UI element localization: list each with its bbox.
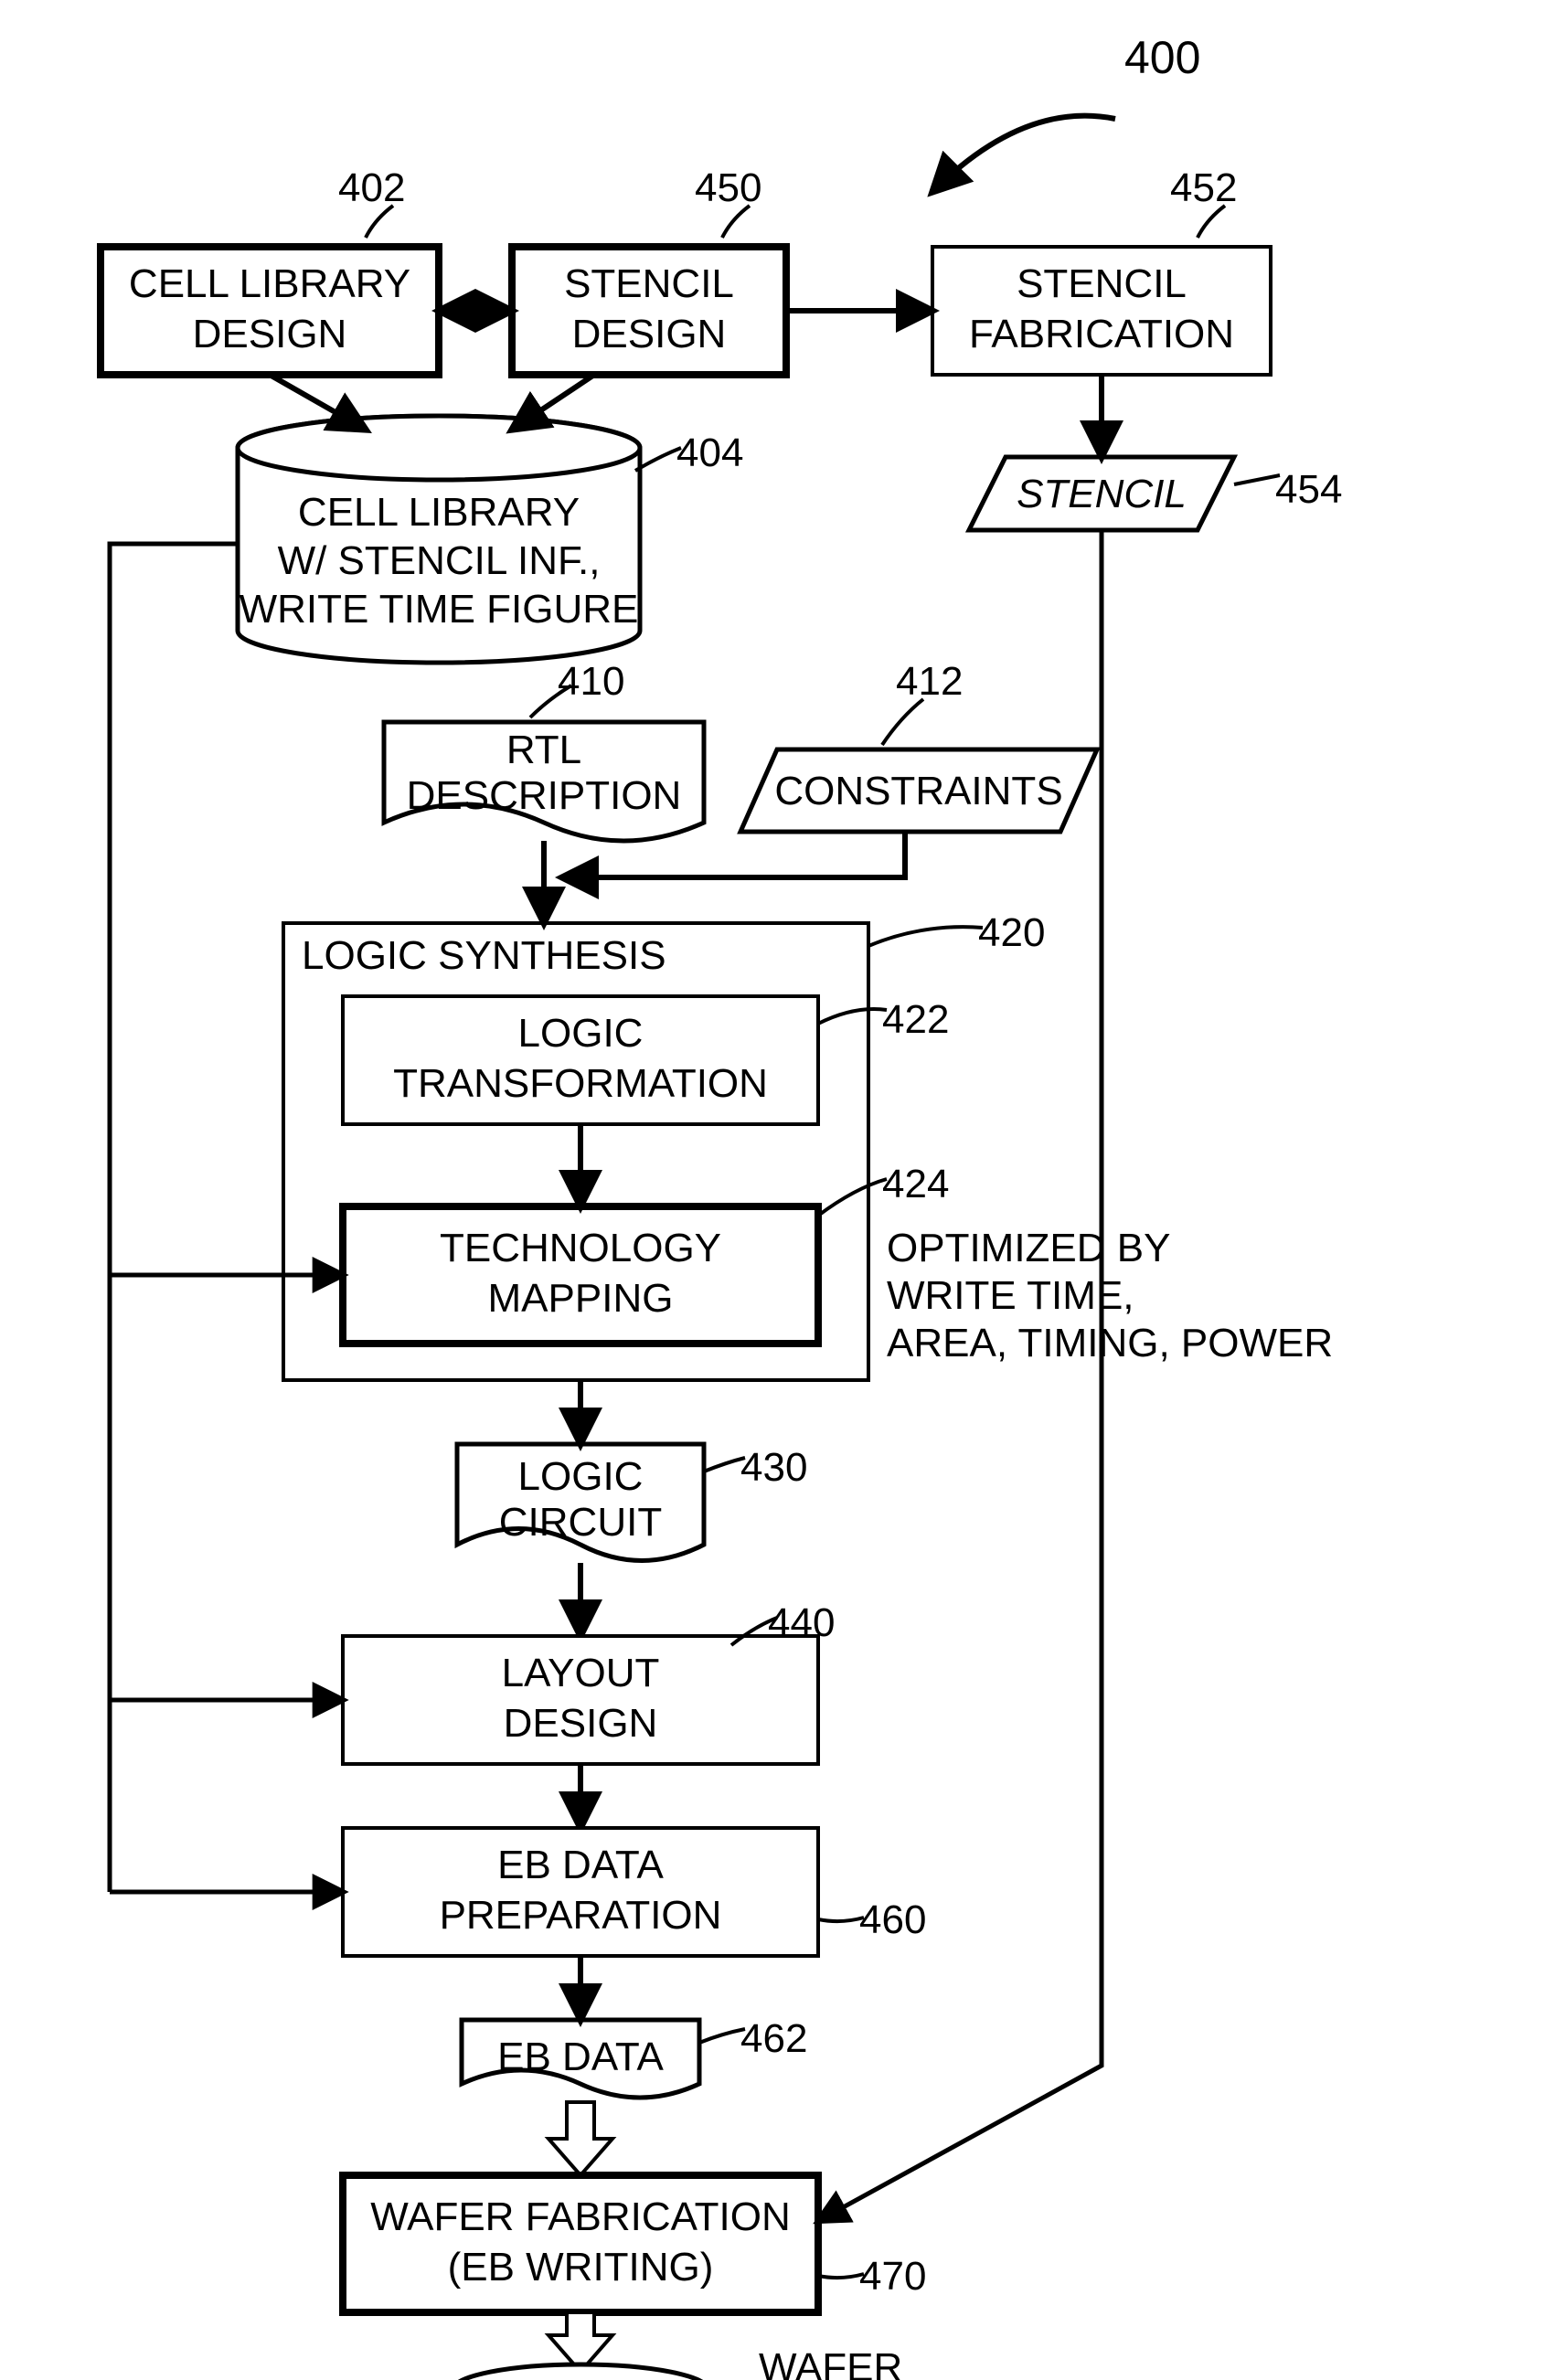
curve-400: [932, 116, 1115, 192]
side-note-l3: AREA, TIMING, POWER: [887, 1321, 1333, 1365]
technology-mapping-l1: TECHNOLOGY: [440, 1226, 721, 1270]
wafer-l1: WAFER: [759, 2345, 902, 2380]
eb-data-prep-l2: PREPARATION: [440, 1893, 722, 1938]
eb-data-prep-l1: EB DATA: [497, 1843, 664, 1887]
ref-450: 450: [695, 165, 761, 210]
stencil-data-l1: STENCIL: [1017, 472, 1187, 516]
rtl-l1: RTL: [506, 728, 581, 772]
ref-452: 452: [1170, 165, 1237, 210]
logic-transformation-l2: TRANSFORMATION: [393, 1061, 768, 1106]
cell-library-design-l2: DESIGN: [193, 312, 347, 356]
tick-412: [882, 699, 923, 745]
stencil-design-l1: STENCIL: [564, 261, 734, 306]
ref-404: 404: [676, 430, 743, 475]
ref-424: 424: [882, 1162, 949, 1206]
tick-452: [1198, 206, 1225, 238]
tick-422: [818, 1009, 887, 1024]
wafer-fab-l2: (EB WRITING): [448, 2245, 714, 2290]
cell-library-db-l2: W/ STENCIL INF.,: [278, 538, 601, 583]
tick-462: [699, 2029, 745, 2043]
ref-422: 422: [882, 997, 949, 1042]
layout-design-l2: DESIGN: [504, 1701, 658, 1746]
stencil-design-l2: DESIGN: [572, 312, 727, 356]
ref-430: 430: [740, 1445, 807, 1490]
edge-db-bus: [110, 544, 238, 1892]
ref-470: 470: [859, 2254, 926, 2299]
ref-440: 440: [768, 1600, 835, 1645]
stencil-fabrication-l2: FABRICATION: [969, 312, 1234, 356]
cell-library-db-l3: WRITE TIME FIGURE: [240, 587, 639, 632]
ref-460: 460: [859, 1897, 926, 1942]
tick-420: [868, 927, 983, 946]
constraints-l1: CONSTRAINTS: [774, 769, 1062, 813]
logic-circuit-l1: LOGIC: [518, 1454, 644, 1499]
tick-454: [1234, 475, 1280, 484]
cell-library-db-l1: CELL LIBRARY: [298, 490, 580, 535]
ref-462: 462: [740, 2016, 807, 2061]
ref-454: 454: [1275, 467, 1342, 512]
logic-circuit-l2: CIRCUIT: [499, 1500, 662, 1545]
logic-synthesis-title: LOGIC SYNTHESIS: [302, 933, 666, 978]
ref-410: 410: [558, 659, 624, 704]
rtl-l2: DESCRIPTION: [407, 773, 682, 818]
ref-400: 400: [1124, 32, 1200, 83]
ref-420: 420: [978, 910, 1045, 955]
wafer-fab-l1: WAFER FABRICATION: [370, 2194, 791, 2239]
side-note-l1: OPTIMIZED BY: [887, 1226, 1170, 1270]
ref-402: 402: [338, 165, 405, 210]
logic-transformation-l1: LOGIC: [518, 1011, 644, 1056]
stencil-fabrication-l1: STENCIL: [1017, 261, 1187, 306]
side-note-l2: WRITE TIME,: [887, 1273, 1134, 1318]
tick-450: [722, 206, 750, 238]
tick-402: [366, 206, 393, 238]
tick-430: [704, 1458, 745, 1472]
layout-design-l1: LAYOUT: [502, 1651, 660, 1695]
technology-mapping-l2: MAPPING: [488, 1276, 674, 1321]
wafer-ellipse: [453, 2364, 708, 2380]
eb-data-l1: EB DATA: [497, 2035, 664, 2079]
open-arrow-ebd-wf: [548, 2102, 612, 2175]
tick-424: [818, 1179, 887, 1216]
ref-412: 412: [896, 659, 963, 704]
tick-460: [818, 1918, 864, 1921]
cell-library-design-l1: CELL LIBRARY: [129, 261, 410, 306]
tick-470: [818, 2274, 864, 2278]
